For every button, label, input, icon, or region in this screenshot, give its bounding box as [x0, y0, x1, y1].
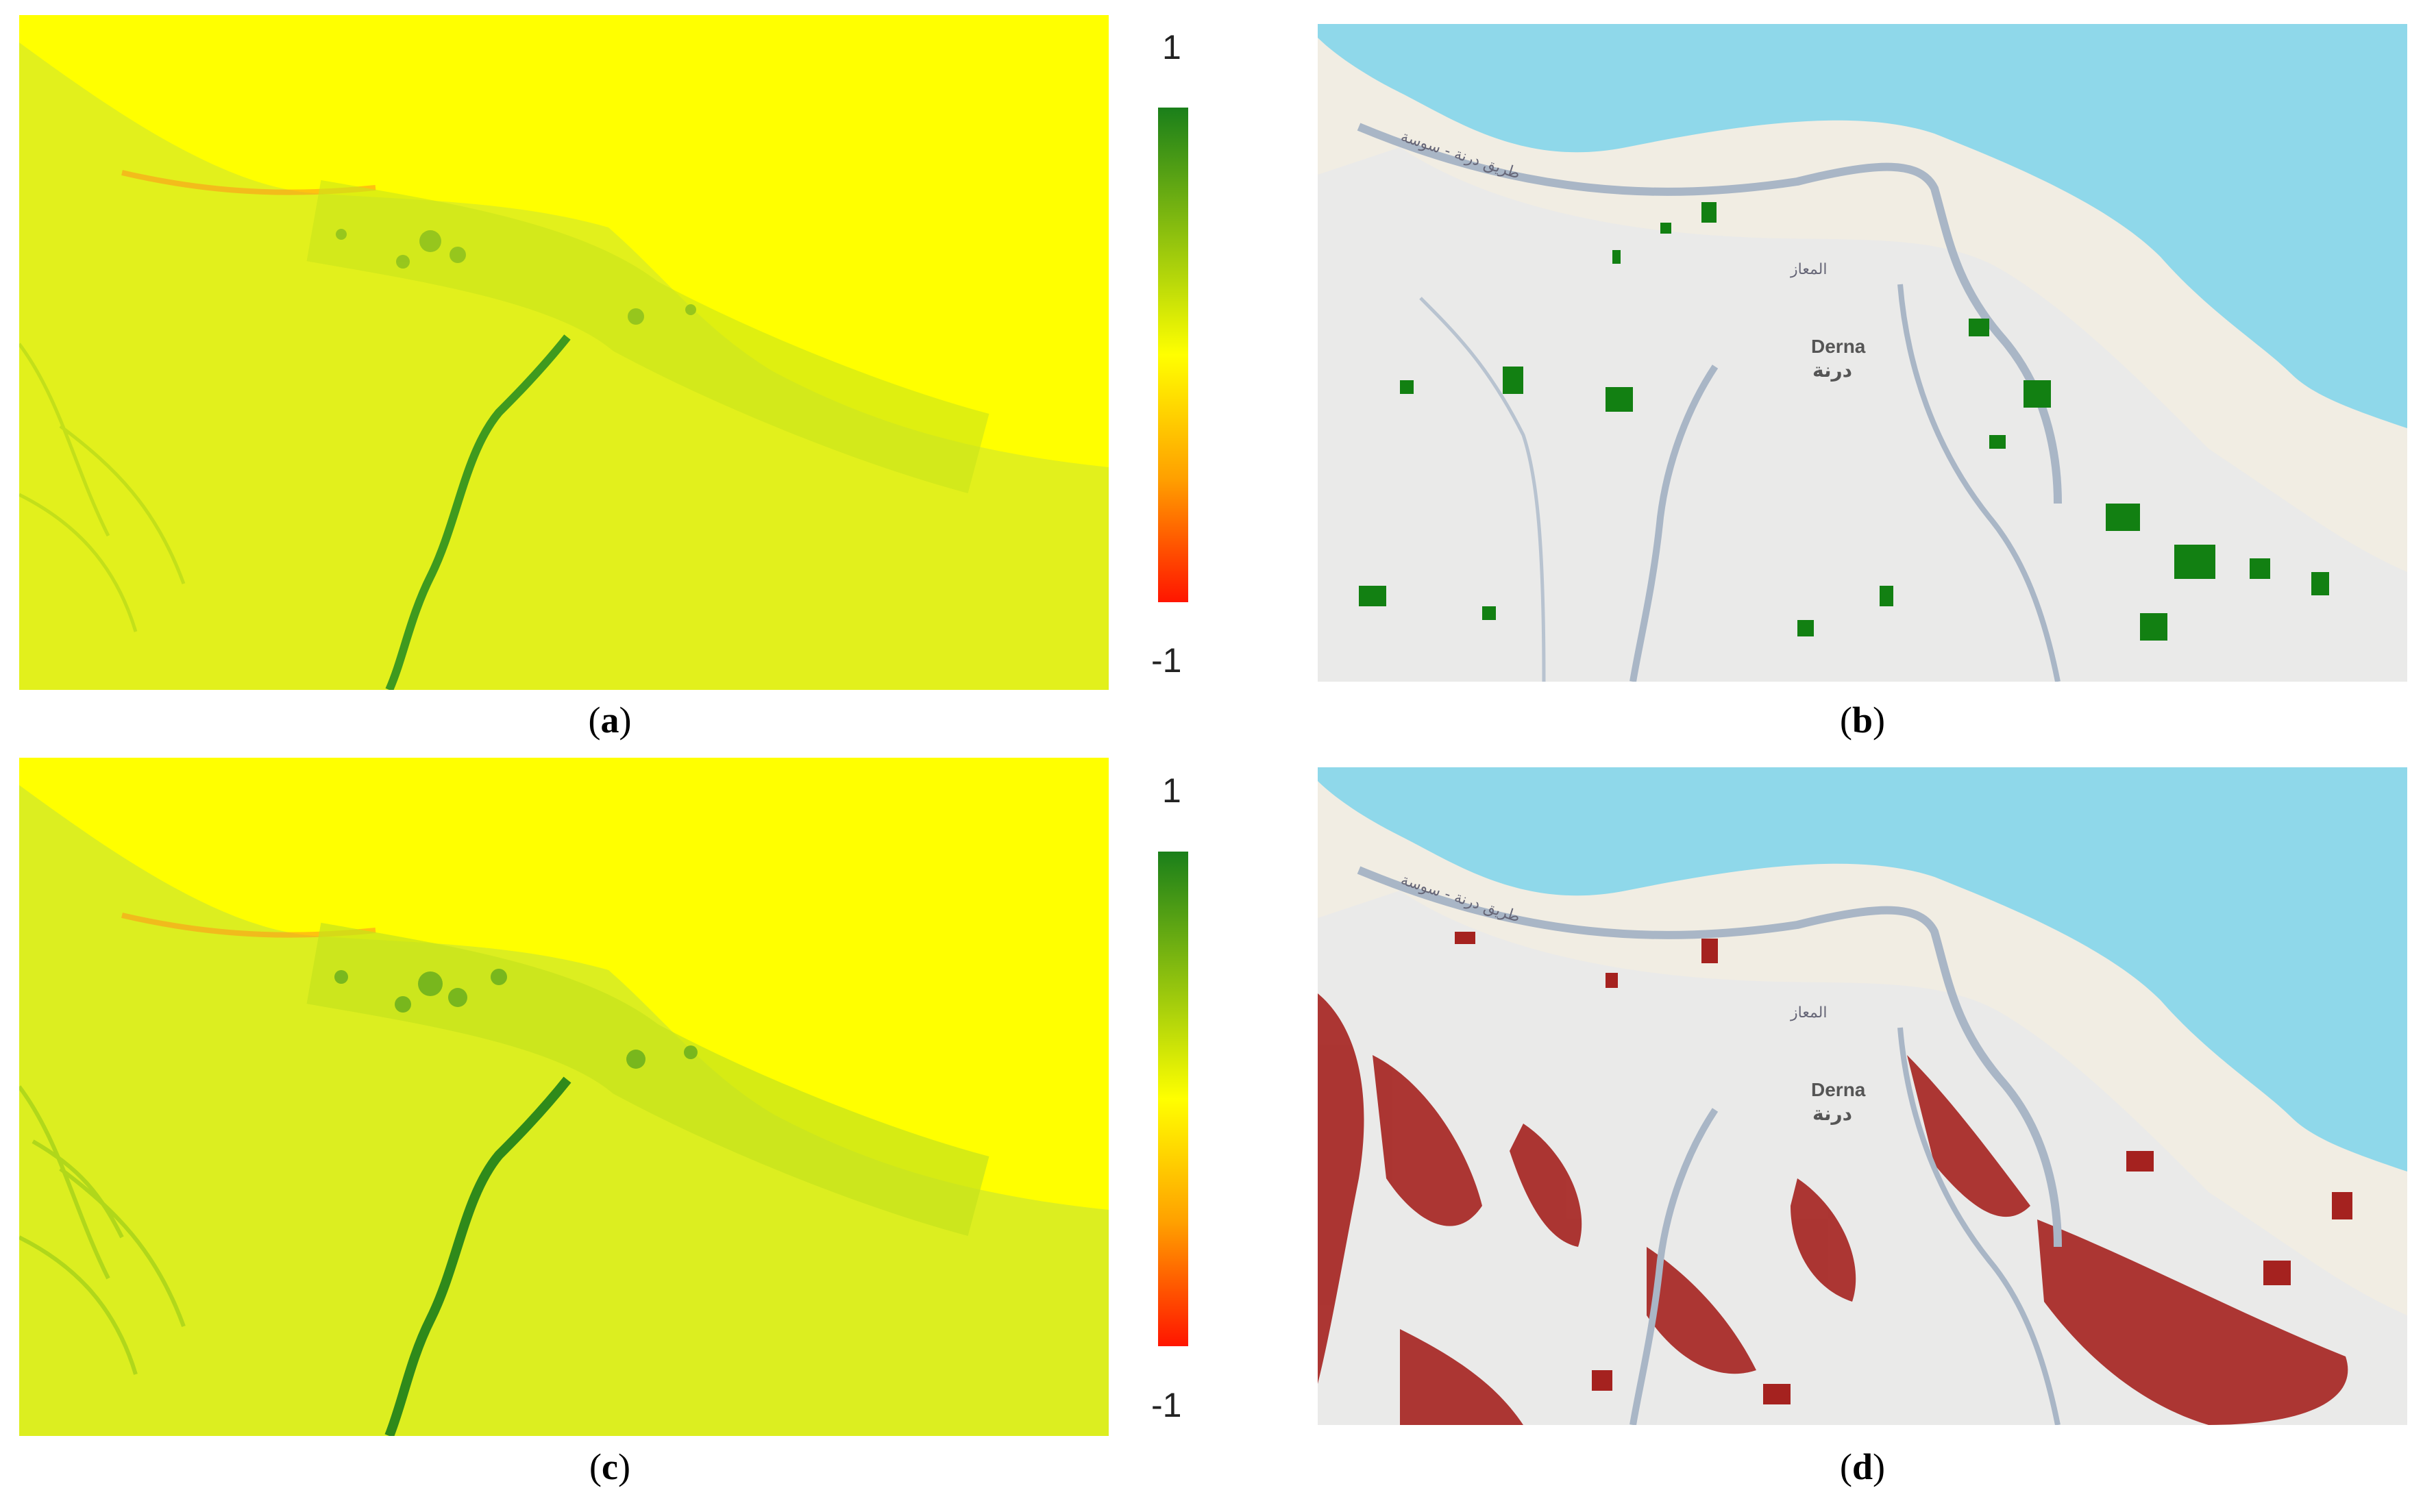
colorbar-top-max-label: 1: [1162, 28, 1181, 66]
map-d-district-label: المعاز: [1790, 1004, 1827, 1021]
caption-c: (c): [589, 1446, 630, 1487]
colorbar-top-gradient: [1158, 108, 1188, 602]
ndvi-panel-a: [19, 15, 1109, 690]
map-panel-b: Derna درنة المعاز طريق درنة - سوسة: [1318, 24, 2407, 682]
ndvi-panel-c: [19, 758, 1109, 1436]
ndvi-raster-a: [19, 15, 1109, 690]
caption-d: (d): [1839, 1446, 1885, 1487]
colorbar-top: 1 -1: [1151, 27, 1213, 685]
map-d-city-label-arabic: درنة: [1812, 1103, 1852, 1125]
colorbar-bottom-max-label: 1: [1162, 771, 1181, 810]
map-b-city-label-arabic: درنة: [1812, 360, 1852, 382]
colorbar-bottom-gradient: [1158, 852, 1188, 1346]
map-b-district-label: المعاز: [1790, 261, 1827, 278]
ndvi-raster-c: [19, 758, 1109, 1436]
caption-b: (b): [1839, 699, 1885, 741]
map-d: Derna درنة المعاز طريق درنة - سوسة: [1318, 767, 2407, 1425]
colorbar-bottom-min-label: -1: [1151, 1386, 1182, 1424]
map-d-city-label-latin: Derna: [1811, 1079, 1866, 1100]
map-panel-d: Derna درنة المعاز طريق درنة - سوسة: [1318, 767, 2407, 1425]
map-b: Derna درنة المعاز طريق درنة - سوسة: [1318, 24, 2407, 682]
caption-a: (a): [588, 699, 632, 741]
map-b-city-label-latin: Derna: [1811, 336, 1866, 357]
colorbar-top-min-label: -1: [1151, 641, 1182, 680]
colorbar-bottom: 1 -1: [1151, 771, 1213, 1428]
